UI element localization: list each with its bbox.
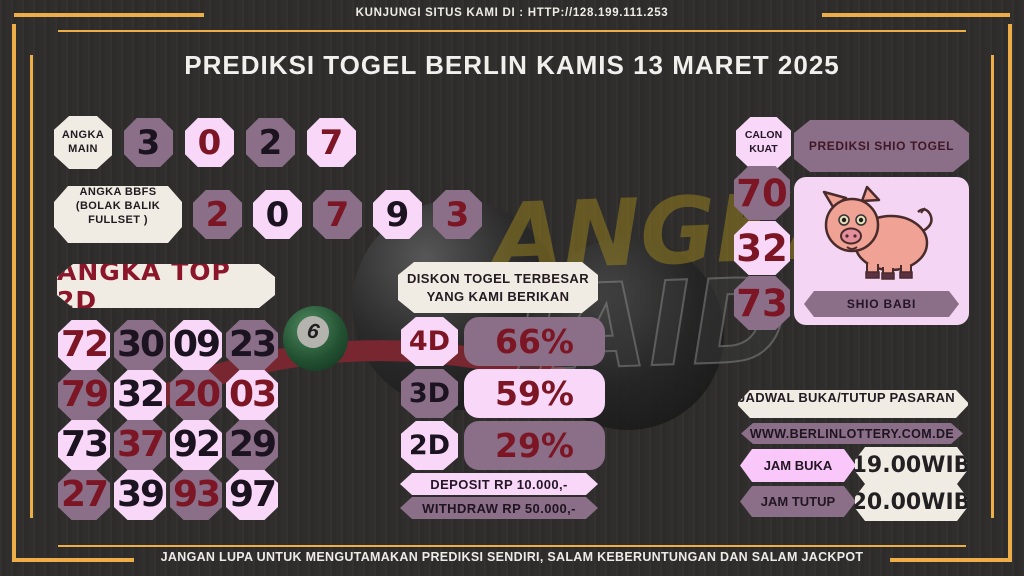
number-tile: 2 (246, 118, 295, 167)
jam-buka-label: JAM BUKA (740, 449, 856, 482)
site-url-banner[interactable]: KUNJUNGI SITUS KAMI DI : HTTP://128.199.… (355, 7, 669, 19)
number-tile: 20 (170, 370, 222, 420)
diskon-3d-label: 3D (401, 369, 458, 418)
diskon-row-4d: 4D 66% (401, 317, 605, 366)
number-tile: 3 (124, 118, 173, 167)
number-tile: 70 (734, 166, 790, 220)
frame-line (1008, 24, 1012, 562)
number-tile: 7 (313, 190, 362, 239)
number-tile: 79 (58, 370, 110, 420)
number-tile: 0 (253, 190, 302, 239)
jam-tutup-value: 20.00WIB (855, 484, 967, 521)
number-tile: 29 (226, 420, 278, 470)
number-tile: 93 (170, 470, 222, 520)
number-tile: 3 (433, 190, 482, 239)
frame-line (30, 55, 33, 518)
deposit-banner: DEPOSIT RP 10.000,- (400, 473, 598, 495)
number-tile: 9 (373, 190, 422, 239)
page-title: PREDIKSI TOGEL BERLIN KAMIS 13 MARET 202… (184, 50, 840, 80)
diskon-row-2d: 2D 29% (401, 421, 605, 470)
number-tile: 30 (114, 320, 166, 370)
jadwal-header: JADWAL BUKA/TUTUP PASARAN (738, 390, 968, 418)
angka-main-label: ANGKA MAIN (54, 116, 112, 169)
number-tile: 0 (185, 118, 234, 167)
website-link[interactable]: WWW.BERLINLOTTERY.COM.DE (741, 423, 963, 444)
number-tile: 72 (58, 320, 110, 370)
calon-kuat-tiles: 70 32 73 (734, 166, 790, 330)
calon-kuat-label: CALON KUAT (736, 117, 791, 169)
jam-buka-value: 19.00WIB (855, 447, 967, 484)
diskon-4d-value: 66% (464, 317, 605, 366)
number-tile: 03 (226, 370, 278, 420)
number-tile: 32 (114, 370, 166, 420)
billiard-ball-number: 6 (294, 313, 332, 351)
frame-line (12, 24, 16, 562)
angka-top-2d-header: ANGKA TOP 2D (57, 264, 275, 308)
jam-tutup-label: JAM TUTUP (740, 486, 856, 517)
number-tile: 7 (307, 118, 356, 167)
shio-caption: SHIO BABI (804, 291, 959, 317)
footer-note: JANGAN LUPA UNTUK MENGUTAMAKAN PREDIKSI … (160, 550, 864, 564)
diskon-row-3d: 3D 59% (401, 369, 605, 418)
billiard-ball-6-decor: 6 (283, 306, 348, 371)
number-tile: 39 (114, 470, 166, 520)
diskon-header: DISKON TOGEL TERBESAR YANG KAMI BERIKAN (398, 262, 598, 313)
withdraw-banner: WITHDRAW RP 50.000,- (400, 497, 598, 519)
frame-line (58, 545, 966, 547)
number-tile: 23 (226, 320, 278, 370)
number-tile: 37 (114, 420, 166, 470)
shio-header: PREDIKSI SHIO TOGEL (794, 120, 969, 172)
number-tile: 73 (58, 420, 110, 470)
number-tile: 2 (193, 190, 242, 239)
diskon-4d-label: 4D (401, 317, 458, 366)
frame-line (14, 13, 204, 17)
diskon-2d-value: 29% (464, 421, 605, 470)
number-tile: 09 (170, 320, 222, 370)
number-tile: 32 (734, 221, 790, 275)
frame-line (890, 558, 1012, 562)
frame-line (58, 30, 966, 32)
frame-line (822, 13, 1010, 17)
diskon-rows: 4D 66% 3D 59% 2D 29% (401, 317, 605, 470)
frame-line (991, 55, 994, 518)
frame-line (12, 558, 134, 562)
pig-illustration-icon (822, 185, 933, 280)
angka-bbfs-label: ANGKA BBFS (BOLAK BALIK FULLSET ) (54, 186, 182, 243)
diskon-2d-label: 2D (401, 421, 458, 470)
number-tile: 97 (226, 470, 278, 520)
angka-top-2d-grid: 72 30 09 23 79 32 20 03 73 37 92 29 27 39 93 97 (58, 320, 278, 520)
number-tile: 27 (58, 470, 110, 520)
number-tile: 92 (170, 420, 222, 470)
number-tile: 73 (734, 276, 790, 330)
diskon-3d-value: 59% (464, 369, 605, 418)
